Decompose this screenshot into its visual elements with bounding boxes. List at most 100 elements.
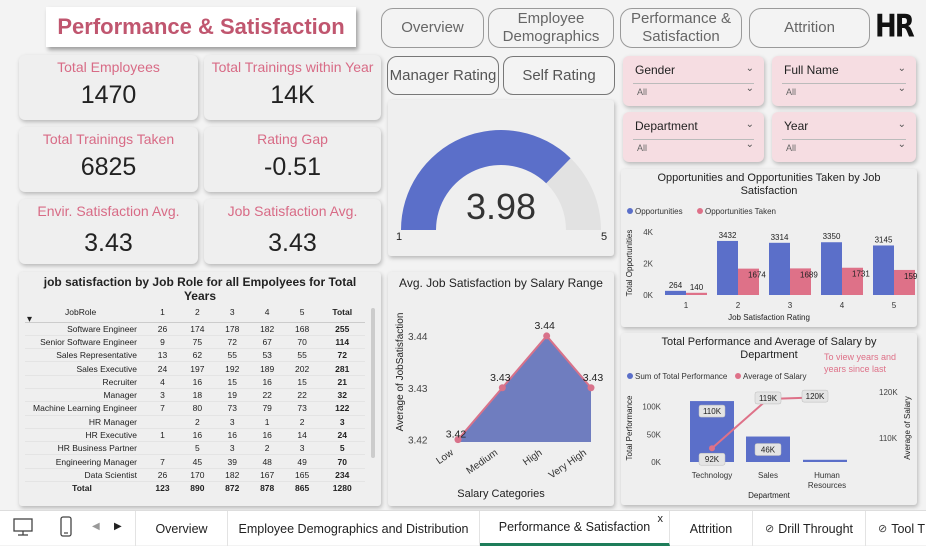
- self-rating-button[interactable]: Self Rating: [503, 56, 615, 95]
- column-header[interactable]: Total: [319, 302, 365, 323]
- scroll-left-icon[interactable]: ◀: [92, 521, 100, 532]
- chevron-down-icon[interactable]: ⌄: [897, 63, 906, 74]
- page-title: Performance & Satisfaction: [57, 14, 345, 39]
- table-cell: HR Manager: [25, 415, 145, 429]
- nav-overview-button[interactable]: Overview: [381, 8, 484, 48]
- table-title: job satisfaction by Job Role for all Emp…: [43, 275, 357, 303]
- slicer-value[interactable]: All: [786, 87, 797, 97]
- y-tick-label: 50K: [647, 430, 662, 439]
- nav-performance-button[interactable]: Performance & Satisfaction: [620, 8, 742, 48]
- kpi-value: 14K: [270, 81, 315, 109]
- table-cell: 67: [249, 335, 285, 350]
- data-label: 92K: [705, 455, 720, 464]
- column-header[interactable]: 2: [179, 302, 215, 323]
- y-tick-label: 3.44: [408, 332, 428, 343]
- table-scrollbar[interactable]: [371, 308, 375, 458]
- chevron-down-icon[interactable]: ⌄: [745, 83, 754, 94]
- table-cell: 45: [179, 454, 215, 469]
- tab-performance-satisfaction[interactable]: Performance & Satisfaction x: [480, 511, 670, 546]
- table-cell: 178: [214, 322, 250, 336]
- department-slicer[interactable]: Department ⌄ All ⌄: [623, 112, 764, 162]
- bar: [842, 267, 863, 295]
- gender-slicer[interactable]: Gender ⌄ All ⌄: [623, 56, 764, 106]
- legend-label: Sum of Total Performance: [635, 372, 728, 381]
- chevron-down-icon[interactable]: ⌄: [897, 139, 906, 150]
- column-header[interactable]: 1: [145, 302, 180, 323]
- table-cell: 872: [214, 481, 250, 495]
- scroll-right-icon[interactable]: ▶: [114, 521, 122, 532]
- table-cell: 182: [214, 468, 250, 483]
- table-cell: 39: [214, 454, 250, 469]
- chevron-down-icon[interactable]: ⌄: [745, 139, 754, 150]
- chevron-down-icon[interactable]: ⌄: [897, 83, 906, 94]
- tab-tool-tip[interactable]: ⊘ Tool T: [866, 511, 926, 546]
- data-label-box: [801, 389, 829, 403]
- table-row: Senior Software Engineer 9 75 72 67 70 114: [25, 335, 365, 350]
- page-tab-bar: ◀ ▶ Overview Employee Demographics and D…: [0, 510, 926, 546]
- tab-label: Tool T: [891, 521, 926, 536]
- sort-desc-icon[interactable]: ▾: [27, 314, 33, 325]
- nav-attrition-button[interactable]: Attrition: [749, 8, 870, 48]
- slicer-value[interactable]: All: [637, 87, 648, 97]
- chart-title: Avg. Job Satisfaction by Salary Range: [399, 276, 603, 290]
- tab-employee-demographics[interactable]: Employee Demographics and Distribution: [228, 511, 480, 546]
- table-cell: 1280: [319, 481, 365, 495]
- table-cell: 3: [145, 388, 180, 403]
- kpi-value: 3.43: [268, 229, 317, 257]
- data-label-box: [754, 391, 782, 405]
- slicer-title: Full Name: [784, 63, 839, 77]
- table-cell: 26: [145, 468, 180, 483]
- column-header[interactable]: 4: [249, 302, 285, 323]
- legend-label: Average of Salary: [743, 372, 806, 381]
- series-line: [457, 334, 592, 441]
- kpi-label: Rating Gap: [257, 131, 328, 147]
- opportunities-chart-card: Opportunities and Opportunities Taken by…: [621, 169, 917, 327]
- table-cell: Engineering Manager: [25, 454, 145, 469]
- table-cell: 55: [214, 348, 250, 363]
- chevron-down-icon[interactable]: ⌄: [745, 63, 754, 74]
- nav-demographics-button[interactable]: Employee Demographics: [488, 8, 614, 48]
- bar: [717, 240, 738, 295]
- table-row: Recruiter 4 16 15 16 15 21: [25, 375, 365, 389]
- desktop-view-icon[interactable]: [12, 518, 34, 536]
- table-cell: 1: [145, 428, 180, 443]
- tab-overview[interactable]: Overview: [135, 511, 228, 546]
- table-cell: Sales Executive: [25, 361, 145, 376]
- x-tick-label: High: [521, 447, 544, 468]
- close-icon[interactable]: x: [657, 513, 664, 525]
- fullname-slicer[interactable]: Full Name ⌄ All ⌄: [772, 56, 916, 106]
- table-cell: 189: [249, 361, 285, 376]
- kpi-value: 6825: [80, 153, 137, 181]
- table-cell: 9: [145, 335, 180, 350]
- slicer-title: Year: [784, 119, 809, 133]
- table-cell: 2: [249, 441, 285, 456]
- table-cell: 7: [145, 454, 180, 469]
- column-header[interactable]: 3: [214, 302, 250, 323]
- y-axis-title: Average of JobSatisfaction: [395, 313, 406, 432]
- data-label-box: [754, 443, 782, 456]
- gauge-fill: [401, 130, 571, 230]
- chevron-down-icon[interactable]: ⌄: [745, 119, 754, 130]
- tab-attrition[interactable]: Attrition: [670, 511, 753, 546]
- tab-drill-through[interactable]: ⊘ Drill Throught: [753, 511, 866, 546]
- x-tick-label: Sales: [758, 471, 778, 480]
- legend-label: Opportunities Taken: [705, 207, 776, 216]
- table-cell: 7: [145, 401, 180, 416]
- gauge-max: 5: [601, 231, 608, 243]
- table-cell: 234: [319, 468, 365, 483]
- slicer-value[interactable]: All: [637, 143, 648, 153]
- slicer-value[interactable]: All: [786, 143, 797, 153]
- table-cell: 122: [319, 401, 365, 416]
- table-cell: 26: [145, 322, 180, 336]
- manager-rating-button[interactable]: Manager Rating: [387, 56, 499, 95]
- x-tick-label: 2: [736, 301, 741, 310]
- table-row: HR Business Partner 5 3 2 3 5: [25, 441, 365, 456]
- column-header[interactable]: JobRole: [25, 302, 145, 323]
- year-slicer[interactable]: Year ⌄ All ⌄: [772, 112, 916, 162]
- table-cell: 170: [179, 468, 215, 483]
- mobile-view-icon[interactable]: [58, 516, 74, 538]
- chevron-down-icon[interactable]: ⌄: [897, 119, 906, 130]
- bar: [821, 242, 842, 295]
- kpi-total-trainings-taken: Total Trainings Taken 6825: [19, 127, 198, 192]
- column-header[interactable]: 5: [284, 302, 320, 323]
